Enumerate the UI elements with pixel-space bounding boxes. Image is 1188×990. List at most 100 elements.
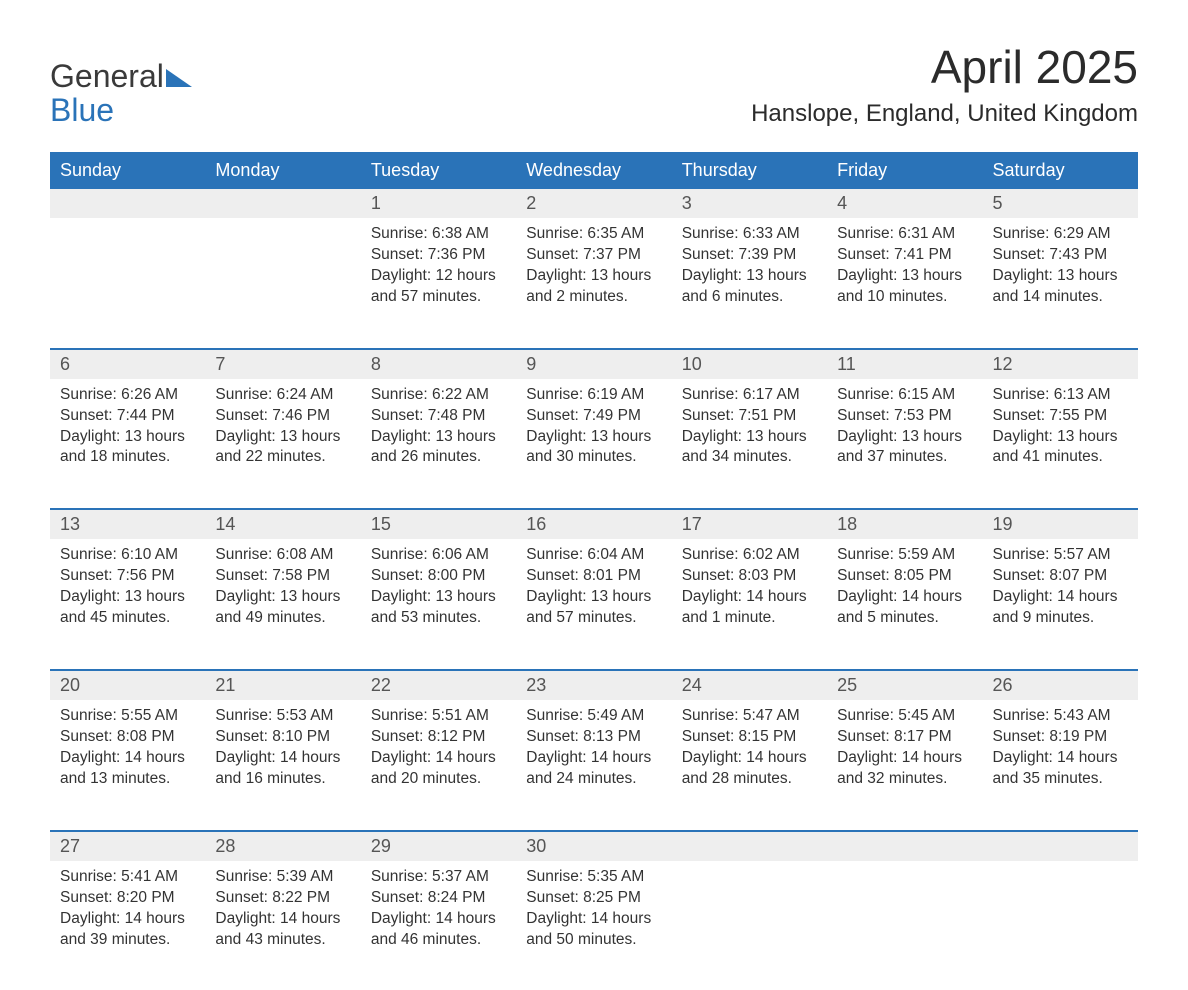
day-number-cell: 12 xyxy=(983,349,1138,379)
sunrise-text: Sunrise: 6:24 AM xyxy=(215,385,350,406)
sunrise-text: Sunrise: 5:37 AM xyxy=(371,867,506,888)
day-details-cell: Sunrise: 5:47 AMSunset: 8:15 PMDaylight:… xyxy=(672,700,827,831)
daylight2-text: and 20 minutes. xyxy=(371,769,506,790)
logo-word1: General xyxy=(50,58,164,94)
daylight2-text: and 28 minutes. xyxy=(682,769,817,790)
day-details-cell: Sunrise: 6:15 AMSunset: 7:53 PMDaylight:… xyxy=(827,379,982,510)
day-number-cell: 2 xyxy=(516,189,671,218)
daylight2-text: and 45 minutes. xyxy=(60,608,195,629)
logo-triangle-icon xyxy=(166,60,192,94)
daylight1-text: Daylight: 14 hours xyxy=(837,748,972,769)
daylight1-text: Daylight: 13 hours xyxy=(215,427,350,448)
day-of-week-header-row: Sunday Monday Tuesday Wednesday Thursday… xyxy=(50,152,1138,189)
daylight1-text: Daylight: 14 hours xyxy=(526,909,661,930)
daylight1-text: Daylight: 13 hours xyxy=(837,427,972,448)
sunset-text: Sunset: 8:20 PM xyxy=(60,888,195,909)
day-details-cell: Sunrise: 6:26 AMSunset: 7:44 PMDaylight:… xyxy=(50,379,205,510)
sunset-text: Sunset: 7:49 PM xyxy=(526,406,661,427)
day-number-cell: 8 xyxy=(361,349,516,379)
page-title: April 2025 xyxy=(751,40,1138,94)
day-number-cell: 16 xyxy=(516,509,671,539)
day-number-cell: 28 xyxy=(205,831,360,861)
daylight1-text: Daylight: 12 hours xyxy=(371,266,506,287)
sunset-text: Sunset: 7:48 PM xyxy=(371,406,506,427)
day-details-row: Sunrise: 5:55 AMSunset: 8:08 PMDaylight:… xyxy=(50,700,1138,831)
day-details-row: Sunrise: 6:10 AMSunset: 7:56 PMDaylight:… xyxy=(50,539,1138,670)
sunset-text: Sunset: 8:22 PM xyxy=(215,888,350,909)
daylight2-text: and 13 minutes. xyxy=(60,769,195,790)
sunrise-text: Sunrise: 6:17 AM xyxy=(682,385,817,406)
daylight1-text: Daylight: 14 hours xyxy=(837,587,972,608)
calendar-table: Sunday Monday Tuesday Wednesday Thursday… xyxy=(50,152,1138,990)
day-number-cell: 4 xyxy=(827,189,982,218)
sunset-text: Sunset: 8:01 PM xyxy=(526,566,661,587)
daylight1-text: Daylight: 14 hours xyxy=(526,748,661,769)
daylight2-text: and 22 minutes. xyxy=(215,447,350,468)
daylight2-text: and 5 minutes. xyxy=(837,608,972,629)
sunset-text: Sunset: 7:53 PM xyxy=(837,406,972,427)
day-number-cell: 21 xyxy=(205,670,360,700)
day-details-row: Sunrise: 5:41 AMSunset: 8:20 PM Daylight:… xyxy=(50,861,1138,990)
day-details-cell: Sunrise: 6:31 AMSunset: 7:41 PMDaylight:… xyxy=(827,218,982,349)
sunrise-text: Sunrise: 5:41 AM xyxy=(60,867,195,888)
day-details-cell: Sunrise: 6:04 AMSunset: 8:01 PMDaylight:… xyxy=(516,539,671,670)
sunrise-text: Sunrise: 6:29 AM xyxy=(993,224,1128,245)
daylight2-text: and 46 minutes. xyxy=(371,930,506,951)
day-details-cell xyxy=(983,861,1138,990)
daylight2-text: and 18 minutes. xyxy=(60,447,195,468)
daylight1-text: Daylight: 13 hours xyxy=(993,266,1128,287)
sunrise-text: Sunrise: 6:22 AM xyxy=(371,385,506,406)
sunset-text: Sunset: 8:24 PM xyxy=(371,888,506,909)
sunrise-text: Sunrise: 6:26 AM xyxy=(60,385,195,406)
dow-sunday: Sunday xyxy=(50,152,205,189)
sunrise-text: Sunrise: 6:02 AM xyxy=(682,545,817,566)
sunset-text: Sunset: 7:44 PM xyxy=(60,406,195,427)
day-number-cell: 26 xyxy=(983,670,1138,700)
sunrise-text: Sunrise: 5:39 AM xyxy=(215,867,350,888)
day-number-cell xyxy=(983,831,1138,861)
sunrise-text: Sunrise: 6:15 AM xyxy=(837,385,972,406)
day-details-cell xyxy=(50,218,205,349)
sunrise-text: Sunrise: 5:55 AM xyxy=(60,706,195,727)
day-number-cell: 5 xyxy=(983,189,1138,218)
header: General Blue April 2025 Hanslope, Englan… xyxy=(50,40,1138,144)
title-block: April 2025 Hanslope, England, United Kin… xyxy=(751,40,1138,144)
day-details-row: Sunrise: 6:38 AMSunset: 7:36 PMDaylight:… xyxy=(50,218,1138,349)
sunset-text: Sunset: 8:13 PM xyxy=(526,727,661,748)
day-number-cell: 18 xyxy=(827,509,982,539)
day-number-cell: 29 xyxy=(361,831,516,861)
sunset-text: Sunset: 7:51 PM xyxy=(682,406,817,427)
day-number-cell: 11 xyxy=(827,349,982,379)
daylight2-text: and 34 minutes. xyxy=(682,447,817,468)
day-number-cell: 24 xyxy=(672,670,827,700)
sunset-text: Sunset: 7:56 PM xyxy=(60,566,195,587)
daylight2-text: and 26 minutes. xyxy=(371,447,506,468)
sunset-text: Sunset: 8:25 PM xyxy=(526,888,661,909)
day-details-cell xyxy=(205,218,360,349)
sunset-text: Sunset: 7:46 PM xyxy=(215,406,350,427)
sunset-text: Sunset: 7:36 PM xyxy=(371,245,506,266)
day-details-cell xyxy=(672,861,827,990)
day-number-row: 12345 xyxy=(50,189,1138,218)
dow-friday: Friday xyxy=(827,152,982,189)
sunrise-text: Sunrise: 6:04 AM xyxy=(526,545,661,566)
daylight1-text: Daylight: 13 hours xyxy=(682,266,817,287)
day-details-cell: Sunrise: 6:17 AMSunset: 7:51 PMDaylight:… xyxy=(672,379,827,510)
sunset-text: Sunset: 7:41 PM xyxy=(837,245,972,266)
sunset-text: Sunset: 8:17 PM xyxy=(837,727,972,748)
daylight2-text: and 57 minutes. xyxy=(526,608,661,629)
day-number-cell: 9 xyxy=(516,349,671,379)
sunrise-text: Sunrise: 5:53 AM xyxy=(215,706,350,727)
day-number-row: 20212223242526 xyxy=(50,670,1138,700)
day-details-cell: Sunrise: 6:24 AMSunset: 7:46 PMDaylight:… xyxy=(205,379,360,510)
day-number-cell: 23 xyxy=(516,670,671,700)
daylight1-text: Daylight: 13 hours xyxy=(371,587,506,608)
daylight1-text: Daylight: 13 hours xyxy=(215,587,350,608)
day-details-cell: Sunrise: 6:29 AMSunset: 7:43 PMDaylight:… xyxy=(983,218,1138,349)
day-details-cell: Sunrise: 6:33 AMSunset: 7:39 PMDaylight:… xyxy=(672,218,827,349)
sunrise-text: Sunrise: 5:59 AM xyxy=(837,545,972,566)
sunset-text: Sunset: 8:19 PM xyxy=(993,727,1128,748)
sunset-text: Sunset: 8:12 PM xyxy=(371,727,506,748)
day-details-cell: Sunrise: 5:41 AMSunset: 8:20 PMDaylight:… xyxy=(50,861,205,990)
location-subtitle: Hanslope, England, United Kingdom xyxy=(751,100,1138,128)
